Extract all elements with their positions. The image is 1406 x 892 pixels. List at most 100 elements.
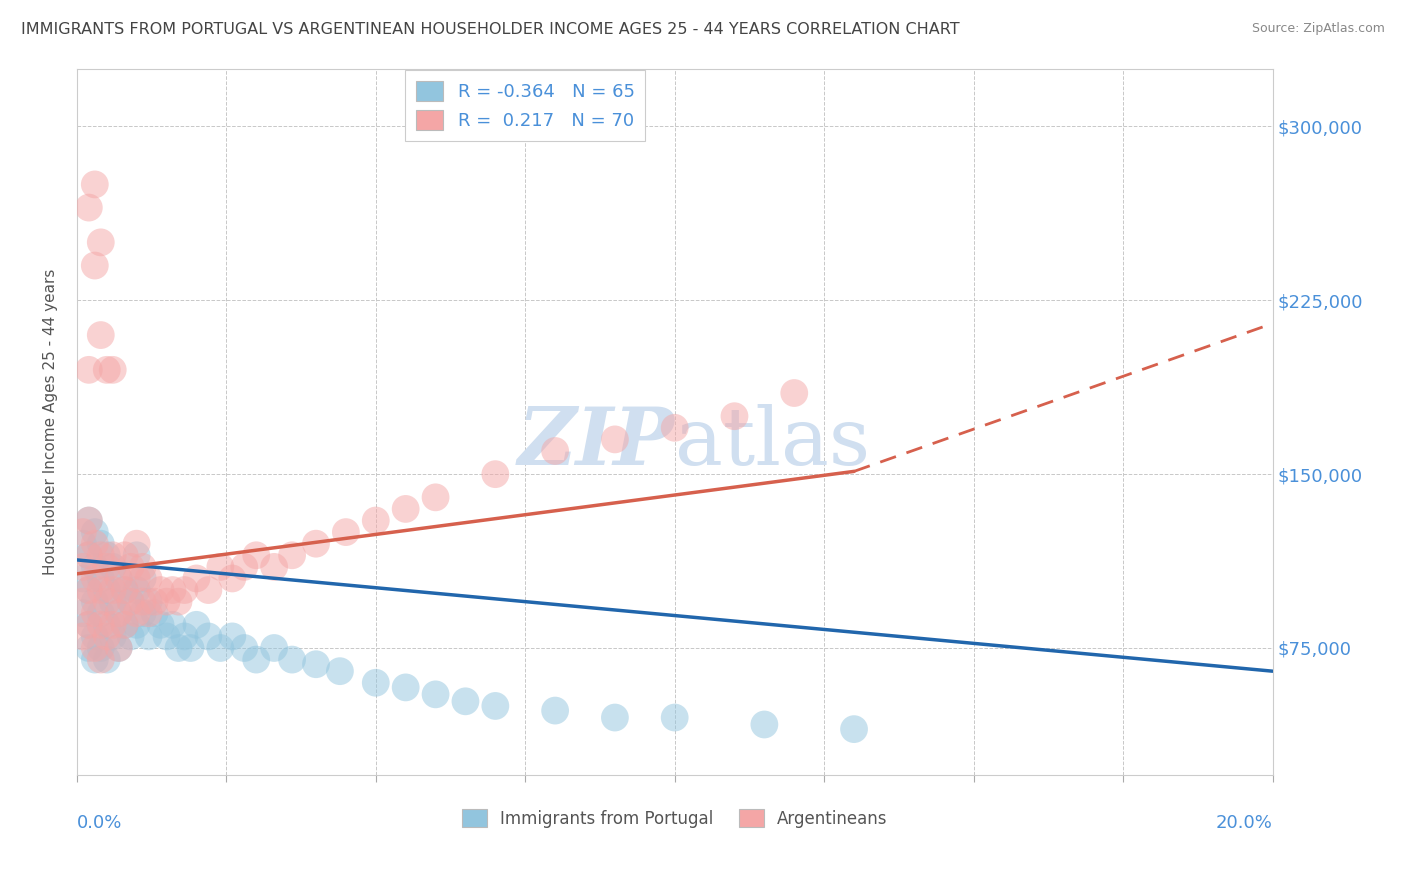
Point bbox=[90, 582, 112, 597]
Point bbox=[77, 363, 100, 377]
Point bbox=[77, 514, 100, 528]
Point bbox=[96, 629, 118, 643]
Point bbox=[114, 582, 136, 597]
Point bbox=[114, 617, 136, 632]
Point bbox=[90, 640, 112, 655]
Point bbox=[125, 617, 148, 632]
Point bbox=[125, 571, 148, 585]
Point bbox=[143, 594, 166, 608]
Point bbox=[101, 629, 124, 643]
Point bbox=[454, 694, 477, 708]
Point bbox=[90, 549, 112, 563]
Point bbox=[72, 606, 94, 620]
Point bbox=[101, 617, 124, 632]
Point bbox=[83, 652, 105, 666]
Text: 20.0%: 20.0% bbox=[1216, 814, 1272, 832]
Point bbox=[138, 594, 160, 608]
Point bbox=[77, 617, 100, 632]
Point bbox=[155, 629, 177, 643]
Point bbox=[155, 594, 177, 608]
Point bbox=[72, 594, 94, 608]
Point bbox=[149, 617, 172, 632]
Point bbox=[107, 571, 129, 585]
Point bbox=[364, 514, 387, 528]
Point bbox=[131, 594, 153, 608]
Point bbox=[96, 582, 118, 597]
Point bbox=[83, 571, 105, 585]
Point bbox=[484, 467, 506, 482]
Legend: Immigrants from Portugal, Argentineans: Immigrants from Portugal, Argentineans bbox=[456, 802, 894, 834]
Point bbox=[131, 606, 153, 620]
Point bbox=[114, 549, 136, 563]
Point bbox=[138, 606, 160, 620]
Point bbox=[96, 549, 118, 563]
Point bbox=[131, 571, 153, 585]
Point bbox=[221, 571, 243, 585]
Point bbox=[335, 525, 357, 540]
Point bbox=[77, 582, 100, 597]
Point bbox=[101, 549, 124, 563]
Point bbox=[664, 710, 686, 724]
Point bbox=[107, 606, 129, 620]
Point bbox=[603, 710, 626, 724]
Point bbox=[77, 640, 100, 655]
Point bbox=[783, 386, 806, 401]
Point bbox=[96, 560, 118, 574]
Point bbox=[90, 571, 112, 585]
Point bbox=[138, 629, 160, 643]
Point bbox=[233, 640, 256, 655]
Point bbox=[83, 606, 105, 620]
Point bbox=[83, 178, 105, 192]
Point bbox=[114, 617, 136, 632]
Point bbox=[96, 652, 118, 666]
Point bbox=[77, 617, 100, 632]
Point bbox=[90, 606, 112, 620]
Point bbox=[83, 640, 105, 655]
Point bbox=[107, 640, 129, 655]
Point bbox=[101, 363, 124, 377]
Point bbox=[143, 606, 166, 620]
Point bbox=[90, 235, 112, 250]
Point bbox=[245, 652, 267, 666]
Point bbox=[120, 594, 142, 608]
Point bbox=[90, 537, 112, 551]
Point bbox=[544, 704, 567, 718]
Point bbox=[221, 629, 243, 643]
Point bbox=[842, 722, 865, 736]
Point bbox=[96, 594, 118, 608]
Point bbox=[186, 571, 208, 585]
Point bbox=[484, 698, 506, 713]
Point bbox=[263, 560, 285, 574]
Point bbox=[173, 582, 195, 597]
Point bbox=[754, 717, 776, 731]
Point bbox=[395, 502, 418, 516]
Point bbox=[233, 560, 256, 574]
Point bbox=[197, 629, 219, 643]
Point bbox=[263, 640, 285, 655]
Point bbox=[90, 328, 112, 343]
Point bbox=[209, 640, 232, 655]
Text: Source: ZipAtlas.com: Source: ZipAtlas.com bbox=[1251, 22, 1385, 36]
Text: ZIP: ZIP bbox=[517, 404, 675, 482]
Point bbox=[107, 571, 129, 585]
Point bbox=[149, 582, 172, 597]
Point bbox=[77, 514, 100, 528]
Point bbox=[72, 537, 94, 551]
Point bbox=[395, 681, 418, 695]
Point bbox=[138, 571, 160, 585]
Point bbox=[77, 549, 100, 563]
Point bbox=[114, 582, 136, 597]
Point bbox=[83, 259, 105, 273]
Point bbox=[90, 652, 112, 666]
Point bbox=[72, 560, 94, 574]
Point bbox=[245, 549, 267, 563]
Point bbox=[425, 491, 447, 505]
Point bbox=[83, 560, 105, 574]
Point bbox=[167, 594, 190, 608]
Point bbox=[281, 652, 304, 666]
Point bbox=[107, 640, 129, 655]
Point bbox=[364, 675, 387, 690]
Point bbox=[131, 560, 153, 574]
Point bbox=[120, 594, 142, 608]
Point bbox=[125, 549, 148, 563]
